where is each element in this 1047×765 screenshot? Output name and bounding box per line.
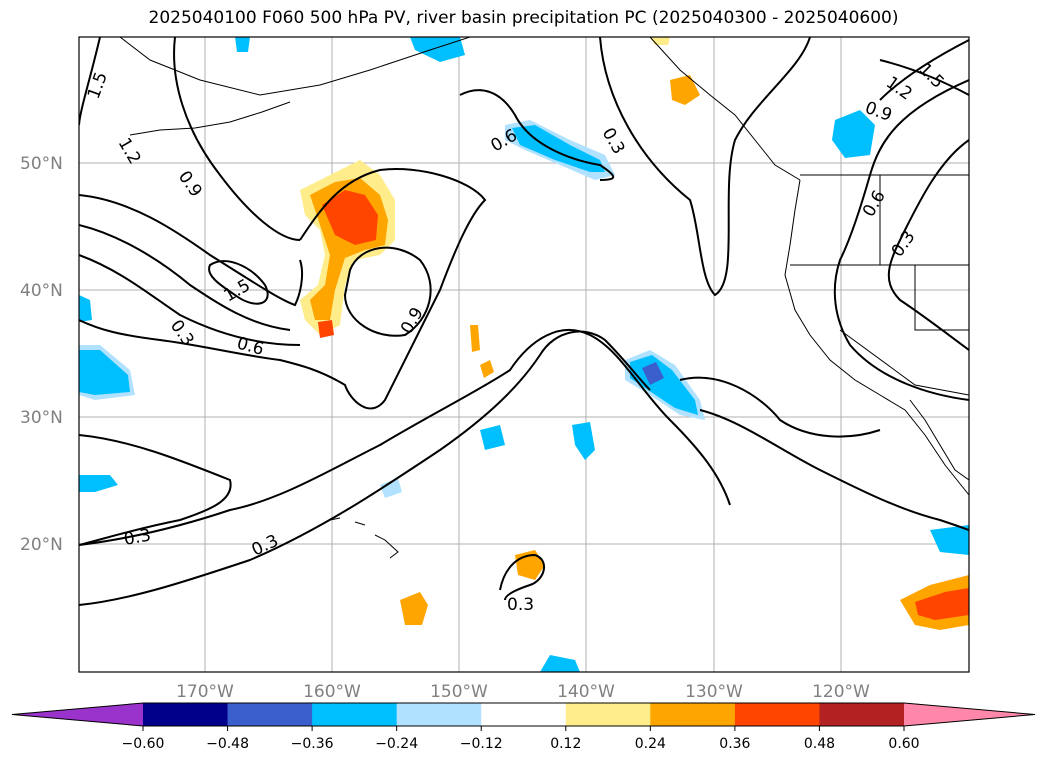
precip-negative-8	[572, 422, 595, 460]
colorbar-segment	[396, 703, 482, 726]
contour-0.9-central	[79, 168, 487, 410]
precip-negative-5	[79, 295, 92, 322]
map-title: 2025040100 F060 500 hPa PV, river basin …	[148, 8, 899, 28]
lon-tick-label: 170°W	[176, 682, 234, 702]
pv-contours	[79, 37, 969, 606]
lat-tick-label: 50°N	[20, 154, 63, 174]
colorbar-extend-min	[12, 703, 143, 726]
colorbar-extend-max	[904, 703, 1035, 726]
colorbar-segment	[819, 703, 905, 726]
colorbar-segment	[227, 703, 313, 726]
colorbar-tick-label: −0.48	[206, 736, 249, 752]
contour-label: 1.5	[84, 69, 112, 101]
lon-tick-label: 150°W	[430, 682, 488, 702]
colorbar-segment	[312, 703, 398, 726]
contour-0.3-east-3	[699, 409, 969, 531]
precip-negative-2-peak	[642, 362, 664, 385]
lon-tick-label: 120°W	[812, 682, 870, 702]
contour-label: 1.2	[882, 73, 916, 105]
coast-bc	[649, 37, 801, 181]
lat-tick-label: 40°N	[20, 281, 63, 301]
colorbar-tick-label: −0.24	[375, 736, 418, 752]
colorbar: −0.60 −0.48 −0.36 −0.24 −0.12 0.12 0.24 0.36 0.4…	[11, 702, 1036, 752]
map-panel[interactable]: 1.5 1.2 0.9 0.3 1.5 0.6 0.9 0.6 0.3 1.5 …	[79, 37, 969, 672]
contour-0.3-small	[499, 553, 545, 601]
contour-label: 0.9	[174, 167, 206, 201]
precip-positive-se-core	[915, 588, 969, 620]
colorbar-segment	[650, 703, 736, 726]
contour-label: 0.6	[235, 334, 266, 360]
contour-0.9-east	[879, 39, 969, 101]
coast-us-west	[784, 179, 969, 496]
precip-negative-12	[235, 37, 250, 52]
colorbar-tick-label: −0.36	[291, 736, 334, 752]
lat-tick-label: 20°N	[20, 535, 63, 555]
coast-alaska	[119, 37, 471, 96]
contour-west-2	[79, 224, 291, 331]
precip-positive-small-1	[400, 592, 428, 625]
contour-0.3-sw	[79, 434, 232, 546]
contour-labels: 1.5 1.2 0.9 0.3 1.5 0.6 0.9 0.6 0.3 1.5 …	[84, 59, 948, 615]
contour-label: 0.3	[598, 125, 629, 158]
precip-negative-10	[540, 655, 580, 672]
contour-1.5-loop	[208, 260, 269, 305]
contour-label: 0.3	[122, 526, 152, 550]
precip-negative-6	[79, 475, 118, 492]
state-lines	[790, 175, 969, 396]
colorbar-segment	[481, 703, 567, 726]
colorbar-tick-label: 0.24	[635, 736, 666, 752]
coastlines	[119, 37, 969, 559]
contour-label: 0.9	[397, 304, 428, 337]
precip-positive-small-4	[480, 360, 494, 378]
precip-positive-small-3	[470, 325, 480, 352]
precip-negative-11	[410, 37, 465, 62]
lon-axis: 170°W 160°W 150°W 140°W 130°W 120°W	[176, 682, 870, 702]
colorbar-tick-label: −0.12	[460, 736, 503, 752]
precip-negative-13	[380, 478, 402, 498]
colorbar-segment	[565, 703, 651, 726]
coast-baja	[909, 399, 969, 481]
lat-axis: 50°N 40°N 30°N 20°N	[20, 154, 63, 555]
precip-positive-peak-2	[318, 320, 334, 338]
contour-west-3	[79, 254, 301, 346]
precip-shading	[79, 37, 969, 672]
contour-west-1	[79, 194, 304, 307]
colorbar-tick-label: 0.12	[550, 736, 581, 752]
contour-label: 0.3	[249, 531, 282, 561]
precip-negative-7	[480, 425, 505, 450]
contour-0.3-east	[887, 139, 969, 351]
colorbar-tick-label: 0.60	[888, 736, 919, 752]
lon-tick-label: 160°W	[303, 682, 361, 702]
colorbar-segment	[734, 703, 820, 726]
precip-positive-peak	[322, 190, 378, 245]
contour-0.3-south	[79, 329, 731, 546]
colorbar-tick-label: 0.48	[804, 736, 835, 752]
colorbar-tick-label: 0.36	[719, 736, 750, 752]
lon-tick-label: 130°W	[685, 682, 743, 702]
precip-negative-3	[832, 110, 875, 158]
contour-0.9-loop	[343, 246, 432, 337]
contour-0.3-east-2	[679, 376, 881, 438]
contour-west-5	[173, 37, 301, 241]
coast-aleutians	[129, 101, 291, 136]
lon-tick-label: 140°W	[557, 682, 615, 702]
contour-0.3-low	[79, 330, 651, 606]
gridlines	[79, 37, 969, 672]
colorbar-tick-label: −0.60	[122, 736, 165, 752]
contour-1.2-east	[879, 59, 969, 96]
precip-negative-4-core	[79, 350, 130, 395]
contour-0.6-east	[833, 79, 969, 401]
contour-label: 1.5	[914, 59, 947, 92]
map-frame	[78, 36, 970, 673]
contour-label: 0.6	[859, 187, 890, 220]
precip-positive-small-5	[670, 75, 700, 105]
lat-tick-label: 30°N	[20, 408, 63, 428]
precip-negative-9	[930, 525, 969, 555]
hawaii	[329, 517, 399, 559]
contour-0.3-north	[599, 37, 811, 297]
contour-label: 0.3	[507, 595, 534, 615]
colorbar-segment	[143, 703, 229, 726]
contour-0.6-pacific	[459, 89, 615, 181]
